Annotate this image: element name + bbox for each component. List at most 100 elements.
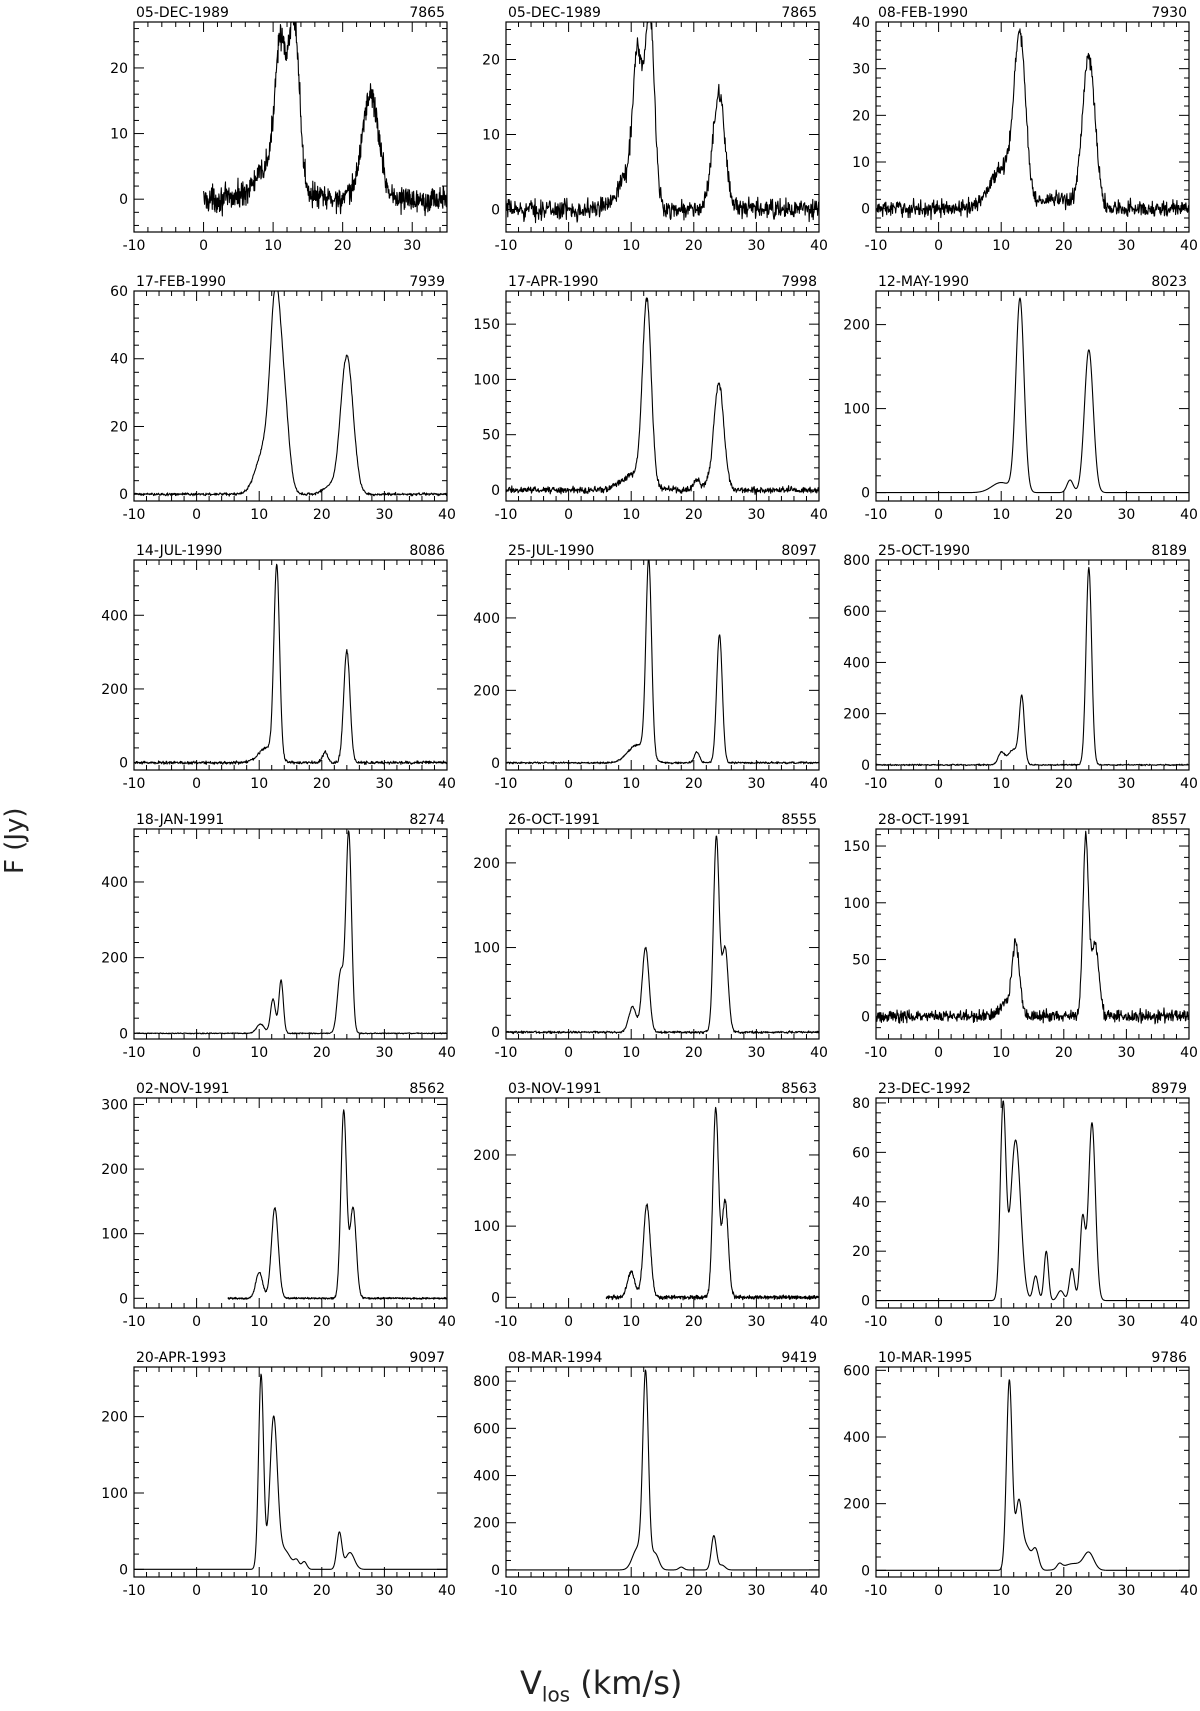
panel-3: -10 0 10 20 30 40 0 10 20 30 40 08-FEB-1990 7930 [852,5,1198,254]
y-tick-label: 10 [852,155,870,171]
panel-date: 28-OCT-1991 [878,812,970,828]
y-tick-label: 10 [482,128,500,144]
panel-date: 05-DEC-1989 [136,5,229,21]
plot-frame [133,1097,448,1309]
plot-frame [505,828,820,1040]
x-tick-label: 30 [747,1314,765,1330]
panel-id: 9786 [1151,1350,1187,1366]
panel-id: 8563 [781,1081,817,1097]
x-tick-label: 0 [192,507,201,523]
x-tick-label: 10 [992,776,1010,792]
y-tick-label: 150 [843,839,870,855]
y-tick-label: 200 [843,707,870,723]
x-tick-label: 10 [622,1045,640,1061]
spectrum-line [875,830,1190,1025]
x-tick-label: -10 [865,776,888,792]
x-tick-label: 40 [1180,1583,1198,1599]
y-tick-label: 80 [852,1096,870,1112]
y-tick-label: 400 [473,611,500,627]
y-tick-label: 0 [119,192,128,208]
panel-id: 7865 [409,5,445,21]
panel-1: -10 0 10 20 30 0 10 20 05-DEC-1989 7865 [110,5,448,254]
spectrum-line [133,563,448,765]
x-tick-label: 0 [564,507,573,523]
y-tick-label: 0 [861,1009,870,1025]
x-tick-label: 30 [1117,1583,1135,1599]
plot-frame [875,1366,1190,1578]
spectrum-line [203,21,448,217]
plot-frame [875,828,1190,1040]
x-tick-label: 0 [934,238,943,254]
y-axis-title: F (Jy) [0,807,30,874]
x-tick-label: 10 [250,1045,268,1061]
y-tick-label: 400 [843,655,870,671]
x-tick-label: 40 [438,1045,456,1061]
x-tick-label: 20 [1055,1045,1073,1061]
x-tick-label: -10 [865,1314,888,1330]
x-tick-label: 0 [564,776,573,792]
x-tick-label: 20 [1055,238,1073,254]
y-tick-label: 0 [119,1562,128,1578]
panel-id: 8086 [409,543,445,559]
y-tick-label: 0 [491,203,500,219]
x-tick-label: 30 [1117,776,1135,792]
plot-frame [505,1097,820,1309]
x-axis-title: Vlos (km/s) [520,1664,682,1706]
y-tick-label: 20 [110,61,128,77]
x-tick-label: 10 [250,776,268,792]
x-tick-label: 40 [438,1314,456,1330]
x-tick-label: 10 [992,1583,1010,1599]
panel-date: 14-JUL-1990 [136,543,222,559]
y-tick-label: 200 [473,856,500,872]
y-tick-label: 30 [852,62,870,78]
y-tick-label: 0 [491,1563,500,1579]
plot-frame [505,1366,820,1578]
panel-15: -10 0 10 20 30 40 0 20 40 60 80 23-DEC-1992 8979 [852,1081,1198,1330]
x-tick-label: 30 [747,507,765,523]
x-tick-label: -10 [495,1583,518,1599]
panel-12: -10 0 10 20 30 40 0 50 100 150 28-OCT-1991 8557 [843,812,1198,1061]
x-tick-label: -10 [495,1045,518,1061]
y-tick-label: 100 [101,1227,128,1243]
x-tick-label: 30 [1117,238,1135,254]
x-tick-label: 20 [313,507,331,523]
x-tick-label: 0 [934,507,943,523]
x-tick-label: 30 [375,1045,393,1061]
x-axis-title-unit: (km/s) [570,1664,683,1702]
x-tick-label: 0 [934,776,943,792]
panel-date: 08-MAR-1994 [508,1350,602,1366]
x-tick-label: -10 [123,776,146,792]
y-tick-label: 0 [861,758,870,774]
y-tick-label: 200 [843,318,870,334]
spectrum-line [227,1109,448,1300]
panel-6: -10 0 10 20 30 40 0 100 200 12-MAY-1990 8023 [843,274,1198,523]
x-tick-label: 20 [685,1583,703,1599]
plot-frame [875,559,1190,771]
panel-date: 20-APR-1993 [136,1350,226,1366]
y-tick-label: 10 [110,127,128,143]
x-tick-label: 40 [810,1045,828,1061]
y-tick-label: 0 [119,1291,128,1307]
x-tick-label: 0 [192,776,201,792]
x-tick-label: -10 [865,507,888,523]
y-tick-label: 100 [843,402,870,418]
x-tick-label: 30 [375,507,393,523]
y-tick-label: 0 [861,1563,870,1579]
y-tick-label: 0 [119,756,128,772]
y-tick-label: 20 [852,108,870,124]
panel-id: 7865 [781,5,817,21]
spectrum-line [505,835,820,1035]
x-tick-label: 20 [685,1045,703,1061]
plot-frame [133,828,448,1040]
x-tick-label: -10 [865,1583,888,1599]
x-tick-label: 30 [747,238,765,254]
x-tick-label: 10 [622,1583,640,1599]
x-tick-label: 20 [1055,1314,1073,1330]
y-tick-label: 0 [491,756,500,772]
panel-date: 25-JUL-1990 [508,543,594,559]
y-tick-label: 100 [473,941,500,957]
panel-4: -10 0 10 20 30 40 0 20 40 60 17-FEB-1990 7939 [110,274,456,523]
panel-id: 8562 [409,1081,445,1097]
x-tick-label: 20 [313,1314,331,1330]
